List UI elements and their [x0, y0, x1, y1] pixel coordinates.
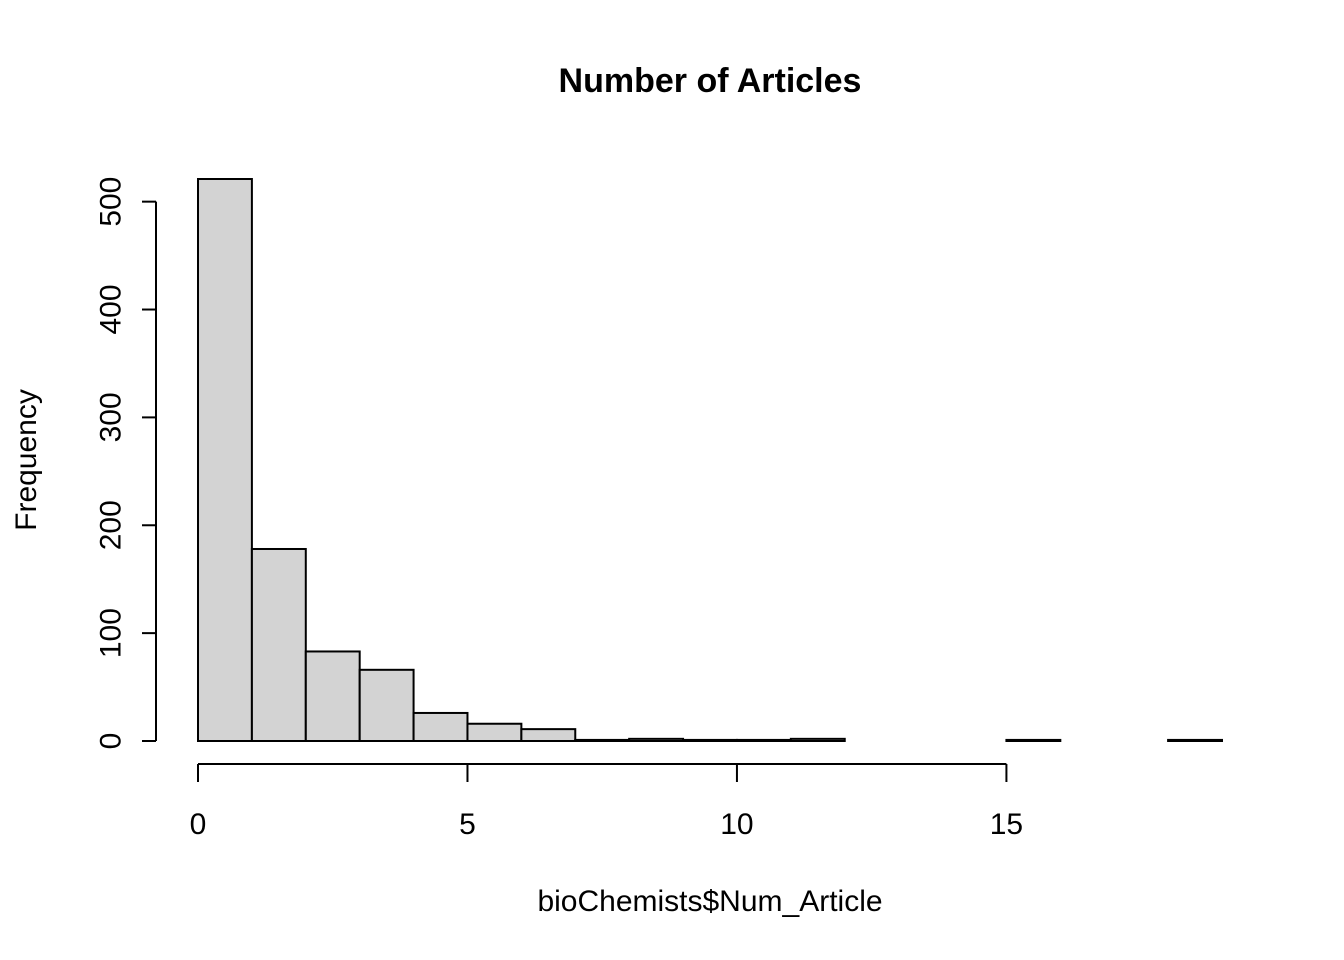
y-tick-label: 200: [95, 500, 128, 550]
y-axis: 0 100 200 300 400 500: [95, 177, 157, 750]
x-tick-label: 15: [990, 808, 1023, 841]
x-tick-label: 5: [459, 808, 476, 841]
histogram-bar: [466, 722, 523, 743]
x-axis-label: bioChemists$Num_Article: [537, 885, 882, 918]
histogram-bar: [789, 737, 846, 742]
histogram-bar: [520, 728, 577, 742]
y-tick-label: 400: [95, 284, 128, 334]
histogram-bar: [628, 737, 685, 742]
histogram-bar: [304, 650, 361, 742]
histogram-bar: [1005, 738, 1062, 743]
histogram-bar: [412, 711, 469, 742]
histogram-bar: [735, 738, 792, 743]
histogram-bar: [682, 738, 738, 743]
chart-title: Number of Articles: [559, 62, 862, 100]
histogram-bar: [250, 547, 307, 742]
x-axis: 0 5 10 15: [190, 763, 1023, 841]
y-axis-label: Frequency: [10, 389, 43, 531]
y-tick-label: 500: [95, 177, 128, 227]
histogram-bar: [574, 738, 631, 743]
histogram-bar: [358, 668, 415, 743]
x-tick-label: 0: [190, 808, 207, 841]
y-tick-label: 100: [95, 608, 128, 658]
bars-group: [197, 178, 1223, 743]
y-tick-label: 300: [95, 392, 128, 442]
histogram-bar: [197, 178, 253, 742]
x-tick-label: 10: [720, 808, 753, 841]
histogram-bar: [1167, 738, 1223, 743]
y-tick-label: 0: [95, 733, 128, 750]
